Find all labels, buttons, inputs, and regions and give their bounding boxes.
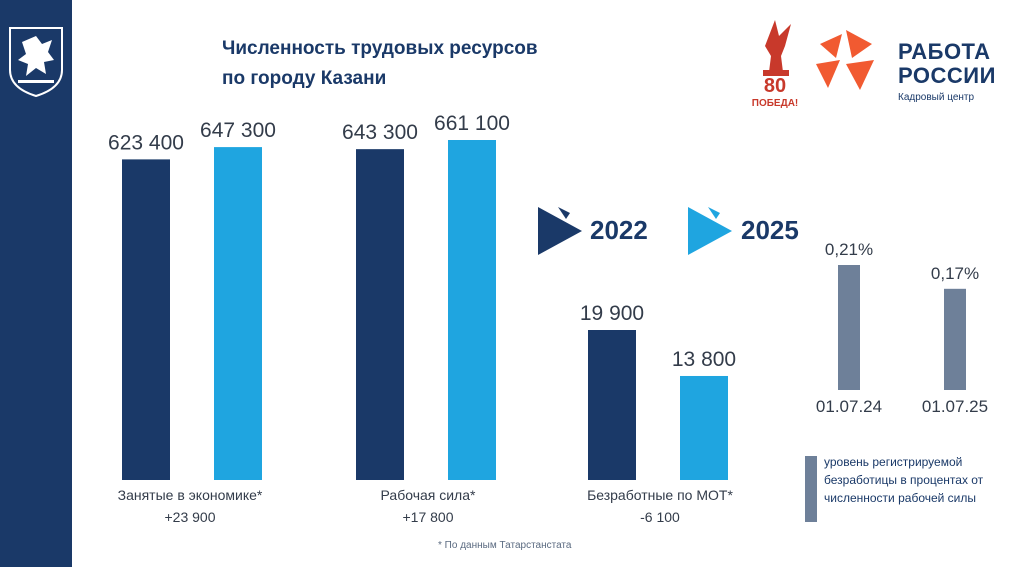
group-label-unemployed-name: Безработные по МОТ*	[587, 487, 733, 503]
bar-employed-2022	[122, 159, 170, 480]
rate-category-label-2: 01.07.25	[922, 397, 988, 416]
legend-2025-arrow-icon	[688, 207, 732, 255]
bar-label-unemployed-2022: 19 900	[580, 302, 644, 325]
bar-unemployed-2025	[680, 375, 728, 480]
bar-label-employed-2025: 647 300	[200, 119, 276, 142]
group-label-labor-force-change: +17 800	[402, 509, 454, 525]
rate-category-label-1: 01.07.24	[816, 397, 882, 416]
rabota-subtitle: Кадровый центр	[898, 92, 975, 103]
rate-bar-label-2: 0,17%	[931, 264, 979, 283]
group-label-employed-name: Занятые в экономике*	[117, 487, 263, 503]
bar-labor-force-2022	[356, 149, 404, 481]
rate-bar-label-1: 0,21%	[825, 240, 873, 259]
bar-label-unemployed-2025: 13 800	[672, 348, 736, 371]
group-label-labor-force-name: Рабочая сила*	[380, 487, 476, 503]
group-label-employed: Занятые в экономике* +23 900	[60, 484, 320, 528]
page-title: Численность трудовых ресурсов по городу …	[222, 34, 642, 94]
title-line-1: Численность трудовых ресурсов	[222, 38, 538, 59]
footnote: * По данным Татарстанстата	[438, 540, 572, 551]
legend-2022-label: 2022	[590, 215, 648, 245]
group-label-labor-force: Рабочая сила* +17 800	[298, 484, 558, 528]
bar-employed-2025	[214, 147, 262, 480]
victory-80-logo-icon: 80 ПОБЕДА!	[752, 20, 799, 109]
bar-label-employed-2022: 623 400	[108, 131, 184, 154]
legend-2022-arrow-icon	[538, 207, 582, 255]
bar-labor-force-2025	[448, 140, 496, 480]
kazan-emblem-icon	[9, 27, 63, 98]
unemployment-legend-swatch	[805, 456, 817, 522]
group-label-unemployed-change: -6 100	[640, 509, 680, 525]
bar-label-labor-force-2022: 643 300	[342, 121, 418, 144]
rabota-rossii-wordmark: РАБОТА РОССИИ Кадровый центр	[898, 39, 996, 104]
unemployment-legend-text: уровень регистрируемой безработицы в про…	[824, 455, 984, 505]
legend-2025-label: 2025	[741, 215, 799, 245]
bar-label-labor-force-2025: 661 100	[434, 112, 510, 135]
group-label-unemployed: Безработные по МОТ* -6 100	[530, 484, 790, 528]
rabota-line-2: РОССИИ	[898, 63, 996, 88]
title-line-2: по городу Казани	[222, 68, 387, 89]
bar-unemployed-2022	[588, 330, 636, 480]
sidebar	[0, 0, 72, 567]
rabota-line-1: РАБОТА	[898, 39, 991, 64]
group-label-employed-change: +23 900	[164, 509, 216, 525]
rate-bar-2	[944, 288, 966, 390]
svg-text:80: 80	[764, 75, 786, 97]
svg-text:ПОБЕДА!: ПОБЕДА!	[752, 98, 799, 109]
rate-bar-1	[838, 265, 860, 390]
rabota-rossii-logo-icon	[816, 30, 874, 90]
